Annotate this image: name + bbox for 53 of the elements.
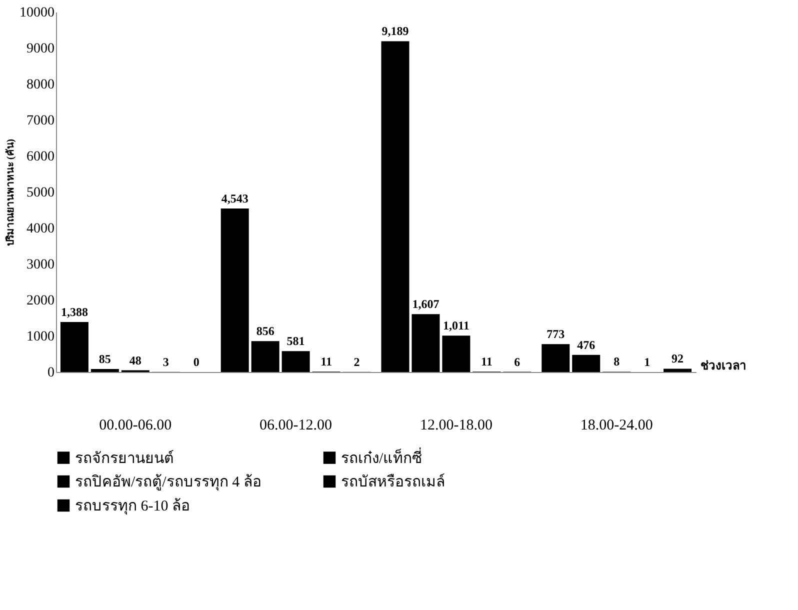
text: 0 xyxy=(193,355,200,369)
text: 8 xyxy=(614,354,620,369)
x-tick-label: 00.00-06.00 xyxy=(99,418,172,434)
x-axis-title: ช่วงเวลา xyxy=(700,358,746,372)
y-axis-title: ปริมาณยานพาหนะ (คัน) xyxy=(4,138,16,246)
text: 856 xyxy=(256,324,274,338)
bar xyxy=(60,322,88,372)
y-tick-label: 4000 xyxy=(26,222,54,236)
text: 9,189 xyxy=(382,24,409,38)
legend-label: รถบรรทุก 6-10 ล้อ xyxy=(75,498,190,516)
y-tick-label: 9000 xyxy=(26,42,54,56)
y-tick-label: 2000 xyxy=(26,294,54,308)
y-tick-label: 8000 xyxy=(26,78,54,92)
y-tick-label: 10000 xyxy=(20,6,54,20)
bar xyxy=(251,341,280,372)
y-tick-label: 5000 xyxy=(26,186,54,200)
text: 773 xyxy=(546,327,565,342)
text: 4,543 xyxy=(221,191,248,206)
legend-label: รถเก๋ง/แท็กซี่ xyxy=(341,446,422,467)
y-tick-label: 3000 xyxy=(26,258,54,272)
text: 581 xyxy=(286,334,305,348)
y-tick-label: 7000 xyxy=(26,114,54,128)
y-tick-label: 0 xyxy=(48,366,54,380)
text: 2 xyxy=(354,354,360,369)
text: 6 xyxy=(514,354,520,369)
text: 1,388 xyxy=(60,305,88,320)
text: 1 xyxy=(644,354,650,369)
text: 92 xyxy=(672,352,684,366)
text: 3 xyxy=(162,354,169,369)
legend-label: รถปิคอัพ/รถตู้/รถบรรทุก 4 ล้อ xyxy=(75,474,262,492)
bar xyxy=(442,336,470,372)
text: 1,607 xyxy=(412,297,440,312)
text: 85 xyxy=(98,352,111,366)
bar xyxy=(412,314,440,372)
bar xyxy=(664,368,692,372)
text: 11 xyxy=(320,354,332,369)
bar xyxy=(220,208,249,372)
bar xyxy=(542,344,570,372)
y-tick-label: 1000 xyxy=(26,330,54,344)
x-tick-label: 06.00-12.00 xyxy=(260,418,332,434)
bar xyxy=(572,354,600,372)
x-tick-label: 12.00-18.00 xyxy=(420,418,492,434)
text: 476 xyxy=(577,338,596,352)
text: 48 xyxy=(129,353,142,368)
y-tick-label: 6000 xyxy=(26,150,54,164)
bar xyxy=(90,368,119,372)
legend-label: รถจักรยานยนต์ xyxy=(75,450,174,467)
text: 11 xyxy=(481,354,492,369)
legend-label: รถบัสหรือรถเมล์ xyxy=(341,474,445,490)
text: 1,011 xyxy=(443,318,470,333)
x-tick-label: 18.00-24.00 xyxy=(580,418,653,434)
bar xyxy=(282,351,310,372)
bar xyxy=(381,41,410,372)
